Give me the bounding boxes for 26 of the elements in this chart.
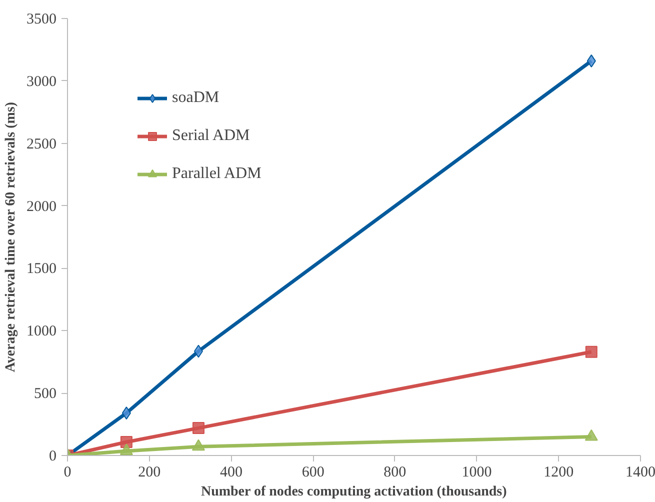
y-tick-label: 0 xyxy=(49,448,56,464)
x-axis-title: Number of nodes computing activation (thousands) xyxy=(200,484,508,500)
x-tick-label: 800 xyxy=(384,464,406,480)
legend-label: soaDM xyxy=(172,89,220,107)
x-tick-label: 200 xyxy=(138,464,161,480)
x-tick-label: 1200 xyxy=(544,464,574,480)
y-tick-label: 3000 xyxy=(26,74,56,90)
y-tick-label: 1500 xyxy=(26,261,56,278)
point xyxy=(192,439,205,451)
point xyxy=(584,429,598,441)
y-tick-label: 2500 xyxy=(26,136,56,152)
point xyxy=(586,54,596,68)
point xyxy=(194,344,203,358)
y-tick-label: 3500 xyxy=(26,12,56,28)
x-tick-label: 1000 xyxy=(462,464,492,480)
point xyxy=(120,444,133,455)
x-tick-label: 600 xyxy=(302,464,324,480)
x-tick-label: 400 xyxy=(220,464,242,480)
y-tick-label: 1000 xyxy=(26,324,56,340)
y-axis-title: Average retrieval time over 60 retrievals (ms) xyxy=(4,102,18,372)
legend-label: Serial ADM xyxy=(172,127,250,145)
x-tick-label: 1400 xyxy=(626,464,655,480)
legend-label: Parallel ADM xyxy=(172,165,262,183)
y-tick-label: 2000 xyxy=(26,198,56,215)
x-tick-label: 0 xyxy=(64,464,72,480)
y-tick-label: 500 xyxy=(34,386,56,402)
